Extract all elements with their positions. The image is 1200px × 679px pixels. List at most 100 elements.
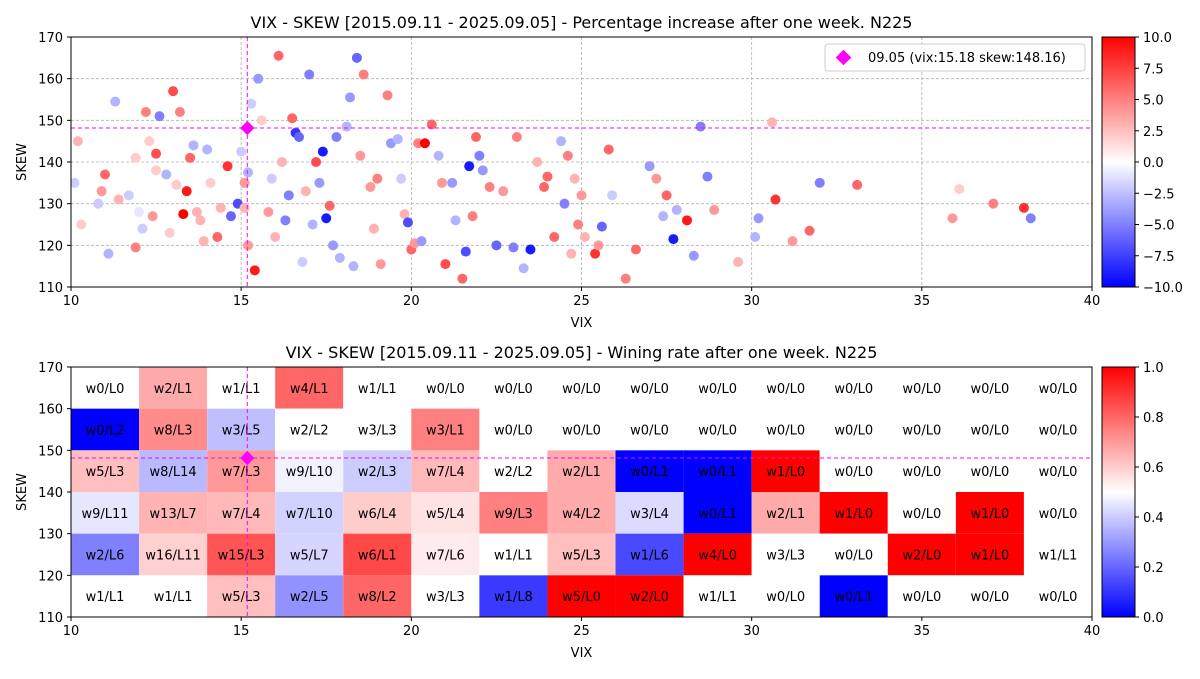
heatmap-cell [547,450,616,492]
scatter-point [242,167,253,178]
heatmap-cell-label: w1/L0 [971,549,1010,564]
scatter-point [562,150,573,161]
heatmap-cell-label: w2/L3 [358,465,397,480]
heatmap-cell-label: w0/L0 [630,382,669,397]
heatmap-cell [887,450,956,492]
scatter-point [464,161,475,172]
heatmap-cell-label: w2/L6 [86,549,125,564]
scatter-point [198,236,209,247]
heatmap-cell [615,533,684,576]
scatter-point [596,221,607,232]
scatter-point [331,132,342,142]
scatter-ticks: 10 15 20 25 30 35 40 110 120 130 140 150 160 170 [38,31,1100,309]
heatmap-cell [275,575,344,617]
heatmap-cell [615,492,684,534]
scatter-point [474,150,485,161]
heatmap-cell [615,450,684,492]
x-tick-label: 25 [573,294,590,309]
scatter-point [590,248,601,259]
heatmap-cell [751,575,820,617]
scatter-point [542,171,553,182]
heatmap-cell-label: w0/L0 [971,382,1010,397]
heatmap-cell [71,450,140,492]
heatmap-cell-label: w16/L11 [145,549,200,564]
heatmap-cell [343,492,412,534]
heatmap-cell-label: w0/L0 [1039,424,1078,439]
heatmap-cell-label: w0/L0 [630,424,669,439]
heatmap-cell-label: w1/L1 [1039,549,1078,564]
scatter-point [253,73,264,84]
scatter-point [988,198,999,209]
scatter-point [804,225,815,236]
heatmap-cell-label: w15/L3 [218,549,265,564]
heatmap-cell-label: w1/L0 [971,507,1010,522]
colorbar-tick-label: 0.8 [1143,411,1164,426]
heatmap-cell-label: w2/L0 [630,590,669,605]
x-tick-label: 30 [743,294,760,309]
scatter-point [1018,202,1029,213]
heatmap-cell [751,492,820,534]
heatmap-cell-label: w0/L0 [562,424,601,439]
heatmap-cell [479,492,548,534]
heatmap-colorbar: 1.0 0.8 0.6 0.4 0.2 0.0 [1101,361,1164,626]
heatmap-cell-label: w0/L1 [630,465,669,480]
scatter-point [161,169,172,180]
colorbar-ticks: 10.0 7.5 5.0 2.5 0.0 −2.5 −5.0 −7.5 −10.0 [1135,31,1183,296]
heatmap-cell [1023,367,1092,409]
heatmap-cell-label: w0/L1 [698,507,737,522]
heatmap-cell [683,408,752,451]
scatter-point [396,173,407,184]
heatmap-cell [955,367,1024,409]
colorbar-tick-label: 0.4 [1143,511,1164,526]
heatmap-cell [955,533,1024,576]
scatter-colorbar: 10.0 7.5 5.0 2.5 0.0 −2.5 −5.0 −7.5 −10.0 [1101,31,1183,296]
scatter-point [277,157,288,167]
heatmap-cell [343,533,412,576]
heatmap-cell [819,575,888,617]
heatmap-cell-label: w3/L3 [426,590,465,605]
y-tick-label: 130 [38,198,63,213]
heatmap-cell-label: w1/L1 [358,382,397,397]
heatmap-cell [411,367,480,409]
scatter-point [498,186,509,197]
x-tick-label: 20 [403,294,420,309]
scatter-point [566,248,577,259]
colorbar-tick-label: 0.0 [1143,611,1164,626]
scatter-point [671,204,682,215]
heatmap-cell-label: w7/L3 [222,465,261,480]
scatter-point [358,69,369,80]
scatter-point [549,232,560,242]
scatter-point [328,240,339,251]
heatmap-cell-label: w0/L0 [834,424,873,439]
scatter-point [239,177,250,188]
y-tick-label: 130 [38,528,63,543]
scatter-point [280,215,291,226]
scatter-point [140,107,151,117]
scatter-point [607,190,618,201]
heatmap-cell [139,492,208,534]
heatmap-cell-label: w7/L4 [222,507,261,522]
scatter-point [477,165,488,176]
heatmap-cell [275,450,344,492]
scatter-point [620,273,631,284]
scatter-point [644,161,655,172]
scatter-point [185,152,196,163]
scatter-title: VIX - SKEW [2015.09.11 - 2025.09.05] - P… [251,13,913,32]
heatmap-cell [1023,408,1092,451]
heatmap-cell [275,367,344,409]
heatmap-cell-label: w2/L1 [562,465,601,480]
colorbar-tick-label: 2.5 [1143,125,1164,140]
colorbar-tick-label: −7.5 [1143,250,1175,265]
scatter-point [658,211,669,222]
heatmap-cell-label: w5/L0 [562,590,601,605]
scatter-point [593,240,604,251]
scatter-point [205,177,216,188]
heatmap-cell [683,450,752,492]
x-tick-label: 25 [573,624,590,639]
heatmap-cell [683,575,752,617]
x-tick-label: 35 [914,294,931,309]
heatmap-cell-label: w4/L1 [290,382,329,397]
y-tick-label: 160 [38,73,63,88]
heatmap-cell-label: w0/L0 [834,549,873,564]
